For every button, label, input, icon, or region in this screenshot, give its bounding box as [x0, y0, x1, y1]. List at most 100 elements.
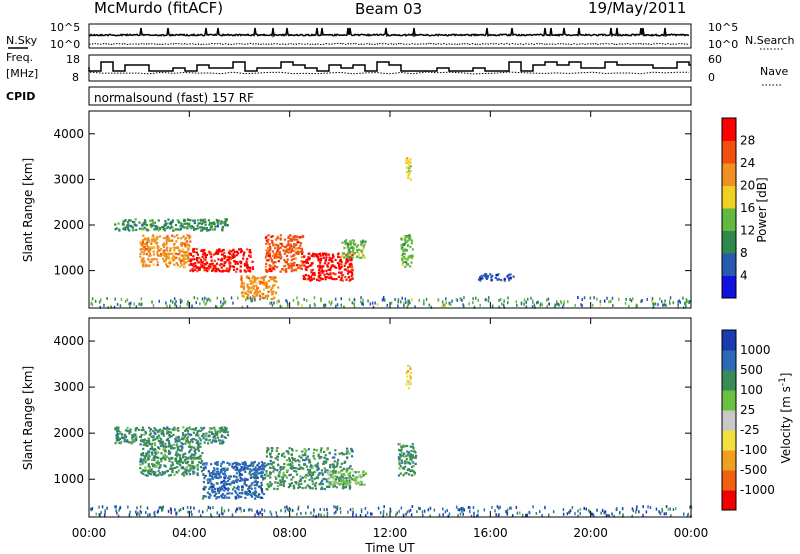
scatter-point — [294, 460, 297, 463]
ground-point — [507, 296, 509, 300]
scatter-point — [304, 451, 307, 454]
ground-point — [98, 505, 100, 509]
ground-point — [659, 511, 662, 515]
scatter-point — [181, 466, 184, 470]
scatter-region-4 — [264, 234, 305, 273]
scatter-point — [223, 426, 227, 429]
scatter-point — [317, 259, 320, 262]
scatter-point — [311, 473, 314, 476]
scatter-point — [480, 274, 483, 278]
scatter-point — [220, 485, 223, 488]
scatter-point — [212, 436, 215, 439]
scatter-point — [398, 467, 401, 470]
scatter-point — [218, 472, 221, 475]
scatter-point — [188, 222, 191, 225]
y-tick-label: 2000 — [53, 218, 84, 232]
scatter-point — [277, 245, 280, 248]
scatter-point — [331, 253, 334, 256]
scatter-point — [214, 473, 217, 476]
ground-point — [603, 511, 605, 515]
scatter-point — [287, 240, 290, 243]
scatter-point — [410, 371, 413, 374]
scatter-point — [290, 270, 293, 273]
ground-point — [369, 512, 372, 516]
scatter-point — [348, 249, 351, 252]
scatter-point — [272, 470, 275, 473]
scatter-point — [168, 460, 171, 463]
scatter-point — [299, 478, 302, 481]
scatter-point — [184, 442, 187, 445]
scatter-point — [127, 223, 130, 226]
ground-point — [313, 508, 315, 512]
scatter-point — [210, 223, 213, 227]
scatter-point — [164, 449, 167, 452]
scatter-point — [180, 224, 183, 227]
scatter-point — [304, 486, 307, 489]
scatter-point — [319, 449, 322, 452]
scatter-point — [171, 239, 174, 242]
scatter-point — [301, 476, 304, 479]
scatter-point — [335, 465, 339, 468]
scatter-point — [176, 219, 179, 222]
ground-point — [423, 509, 426, 513]
ground-point — [169, 507, 172, 511]
scatter-point — [200, 426, 203, 429]
scatter-point — [142, 452, 145, 455]
scatter-point — [148, 450, 151, 453]
ground-point — [515, 505, 518, 509]
scatter-point — [216, 482, 219, 485]
scatter-point — [275, 251, 278, 254]
scatter-point — [350, 271, 354, 274]
scatter-point — [356, 250, 359, 253]
ground-point — [560, 301, 563, 305]
scatter-point — [185, 440, 188, 443]
ground-point — [577, 296, 579, 300]
ground-point — [296, 296, 298, 300]
scatter-point — [261, 465, 264, 468]
scatter-point — [407, 370, 410, 373]
x-tick-label: 04:00 — [172, 526, 207, 540]
scatter-point — [274, 246, 277, 249]
scatter-point — [212, 253, 216, 256]
scatter-point — [311, 480, 314, 483]
ground-point — [429, 514, 431, 518]
scatter-point — [485, 273, 488, 276]
scatter-point — [410, 474, 413, 477]
ground-point — [664, 299, 666, 303]
scatter-point — [185, 240, 189, 243]
scatter-point — [216, 430, 219, 433]
scatter-point — [301, 454, 304, 457]
scatter-point — [265, 463, 268, 466]
scatter-point — [128, 432, 131, 435]
scatter-point — [292, 476, 295, 479]
scatter-point — [310, 475, 313, 478]
scatter-point — [290, 259, 293, 262]
scatter-point — [139, 439, 143, 442]
scatter-point — [180, 249, 183, 252]
scatter-point — [185, 237, 188, 240]
scatter-point — [200, 263, 203, 266]
scatter-point — [342, 485, 345, 488]
scatter-point — [153, 459, 156, 462]
scatter-point — [277, 286, 280, 289]
ground-point — [589, 510, 591, 514]
scatter-point — [153, 432, 156, 435]
scatter-point — [403, 452, 406, 455]
scatter-point — [262, 296, 265, 299]
scatter-point — [188, 443, 191, 446]
scatter-point — [213, 494, 216, 497]
scatter-point — [363, 256, 366, 259]
scatter-point — [230, 250, 233, 253]
scatter-point — [213, 469, 216, 472]
scatter-point — [330, 474, 333, 477]
ground-point — [287, 303, 289, 307]
ground-point — [463, 508, 466, 512]
scatter-point — [284, 474, 287, 477]
scatter-point — [360, 476, 363, 479]
scatter-point — [294, 257, 297, 260]
ground-point — [352, 513, 354, 517]
scatter-point — [334, 449, 337, 452]
scatter-point — [179, 262, 183, 265]
ground-point — [107, 305, 109, 309]
scatter-point — [413, 450, 416, 453]
